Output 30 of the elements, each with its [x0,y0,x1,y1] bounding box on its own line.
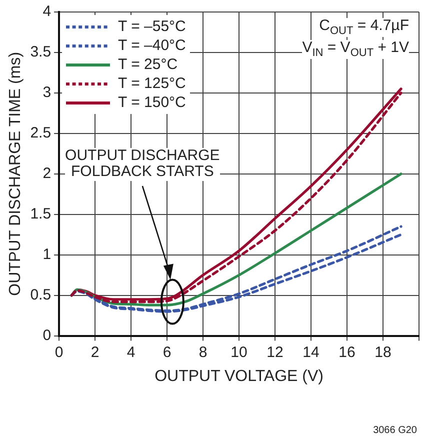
y-tick-label: 0 [42,326,52,344]
y-tick-label: 2 [42,165,52,182]
x-axis-title: OUTPUT VOLTAGE (V) [154,368,324,385]
annotation: V$_{IN}$ = V$_{OUT}$ + 1V [302,39,409,60]
annotation: OUTPUT DISCHARGE FOLDBACK STARTS [65,146,220,181]
legend-label: T = 125°C [118,75,186,92]
y-tick-label: 3.5 [30,44,52,61]
x-tick-label: 2 [90,344,100,361]
y-axis-title: OUTPUT DISCHARGE TIME (ms) [7,52,24,296]
x-tick-label: 0 [54,344,64,361]
x-tick-label: 8 [198,344,208,361]
y-tick-label: 2.5 [30,124,52,142]
y-tick-label: 1.5 [30,206,52,223]
x-tick-label: 16 [338,344,356,361]
y-tick-label: 0.5 [30,286,52,304]
annotation: C$_{OUT}$ = 4.7µF [319,17,409,38]
x-tick-label: 10 [230,344,248,361]
legend-label: T = –55°C [118,18,186,35]
x-tick-label: 12 [266,344,284,361]
legend-label: T = 25°C [118,56,178,73]
x-tick-label: 6 [162,344,172,361]
y-tick-label: 1 [42,246,52,263]
x-tick-label: 4 [126,344,136,361]
x-tick-label: 18 [374,344,392,361]
legend-label: T = 150°C [118,94,186,111]
x-tick-label: 14 [302,344,320,361]
y-tick-label: 4 [42,3,52,20]
legend-label: T = –40°C [118,37,186,54]
text: 3066 G20 [373,425,417,436]
y-tick-label: 3 [42,84,52,102]
